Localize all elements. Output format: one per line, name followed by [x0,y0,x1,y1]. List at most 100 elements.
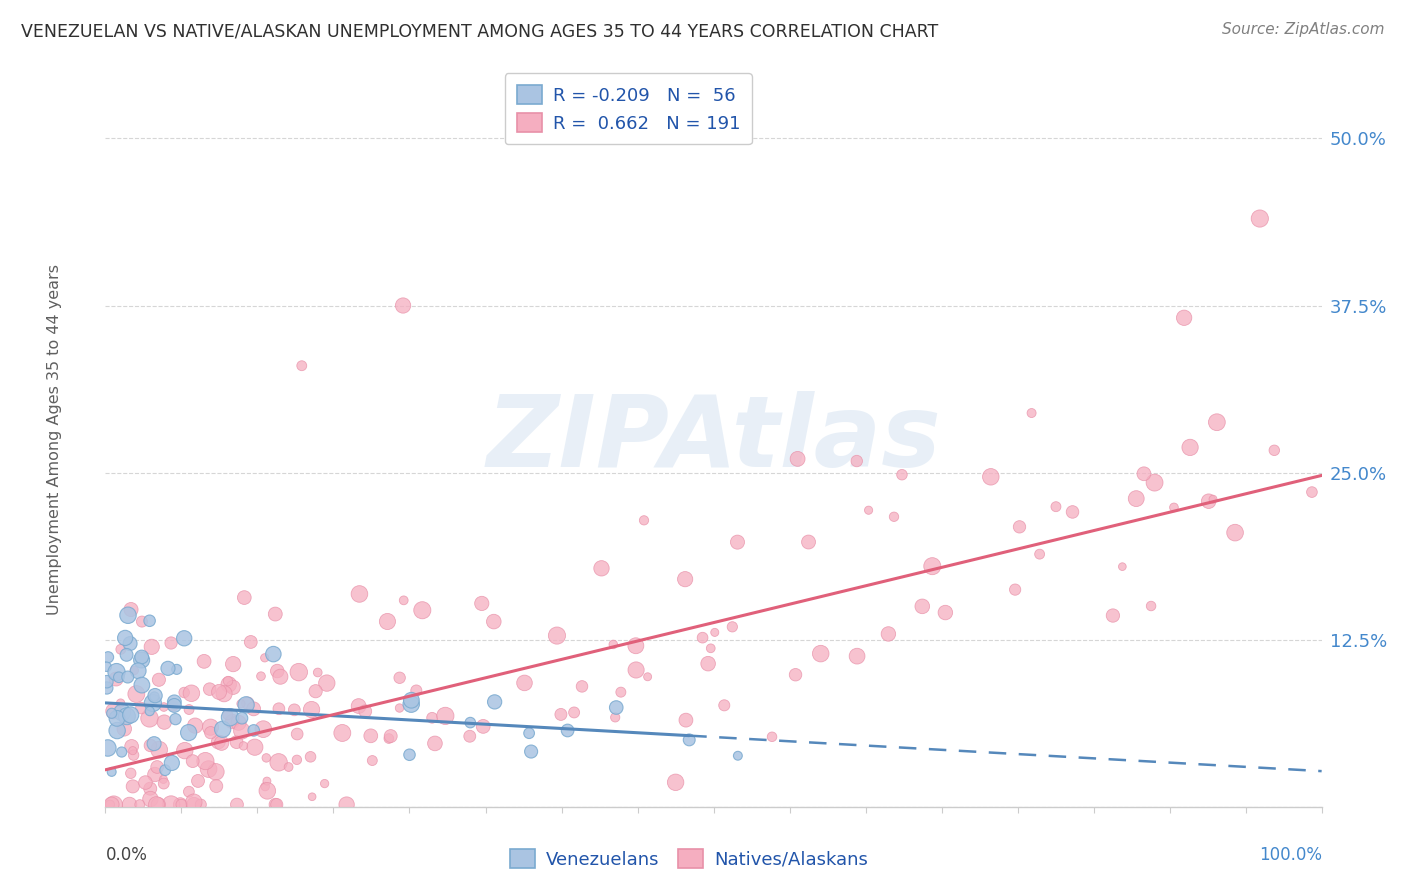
Point [121,744,143,758]
Point [205,764,228,779]
Point [921,559,943,574]
Point [166,662,188,676]
Point [605,700,627,714]
Point [120,707,142,722]
Point [231,723,253,738]
Point [250,669,273,683]
Point [1198,494,1220,508]
Point [1028,547,1050,561]
Point [146,760,169,774]
Point [96,674,118,689]
Point [211,723,233,737]
Point [378,731,401,746]
Point [138,614,160,628]
Point [153,715,176,730]
Point [610,685,633,699]
Point [143,767,166,781]
Point [111,745,134,759]
Point [1133,467,1156,481]
Point [727,748,749,763]
Point [221,714,243,729]
Point [148,673,170,687]
Point [200,720,222,734]
Text: Unemployment Among Ages 35 to 44 years: Unemployment Among Ages 35 to 44 years [46,264,62,615]
Point [810,647,832,661]
Point [232,739,254,753]
Point [1045,500,1067,514]
Point [173,632,195,646]
Point [169,797,191,812]
Point [117,670,139,684]
Point [399,697,422,711]
Point [1205,415,1227,429]
Point [285,727,308,741]
Point [134,775,156,789]
Point [624,639,647,653]
Point [484,695,506,709]
Point [846,649,869,664]
Point [458,715,481,730]
Point [152,776,174,790]
Point [398,747,420,762]
Point [163,698,186,713]
Point [218,677,240,691]
Point [1173,310,1195,325]
Point [602,637,624,651]
Point [170,797,193,812]
Point [98,797,121,812]
Point [100,764,122,779]
Point [142,696,165,710]
Point [231,711,253,725]
Point [127,664,149,678]
Point [110,696,132,710]
Point [361,754,384,768]
Point [301,789,323,804]
Point [173,685,195,699]
Point [105,711,128,725]
Point [624,663,647,677]
Point [225,735,247,749]
Point [207,735,229,749]
Point [411,603,433,617]
Point [212,687,235,701]
Point [354,704,377,718]
Point [121,739,143,754]
Point [703,625,725,640]
Point [153,763,176,777]
Point [205,779,228,793]
Point [120,636,142,650]
Point [256,774,278,789]
Point [177,702,200,716]
Point [883,509,905,524]
Point [139,781,162,796]
Point [392,593,415,607]
Point [162,698,184,713]
Point [330,726,353,740]
Point [1249,211,1271,226]
Legend: Venezuelans, Natives/Alaskans: Venezuelans, Natives/Alaskans [503,841,875,876]
Point [114,631,136,645]
Point [222,681,245,695]
Point [131,650,153,665]
Point [891,467,914,482]
Point [1004,582,1026,597]
Point [148,797,170,812]
Point [1163,500,1185,515]
Point [305,684,328,698]
Point [288,665,311,680]
Point [1021,406,1043,420]
Point [219,710,242,724]
Point [785,667,807,681]
Point [152,772,174,787]
Point [269,670,291,684]
Point [96,659,118,673]
Point [1125,491,1147,506]
Point [217,674,239,689]
Point [858,503,880,517]
Point [697,657,720,671]
Point [283,703,305,717]
Point [236,696,259,710]
Point [139,792,162,806]
Point [143,737,166,751]
Point [115,648,138,662]
